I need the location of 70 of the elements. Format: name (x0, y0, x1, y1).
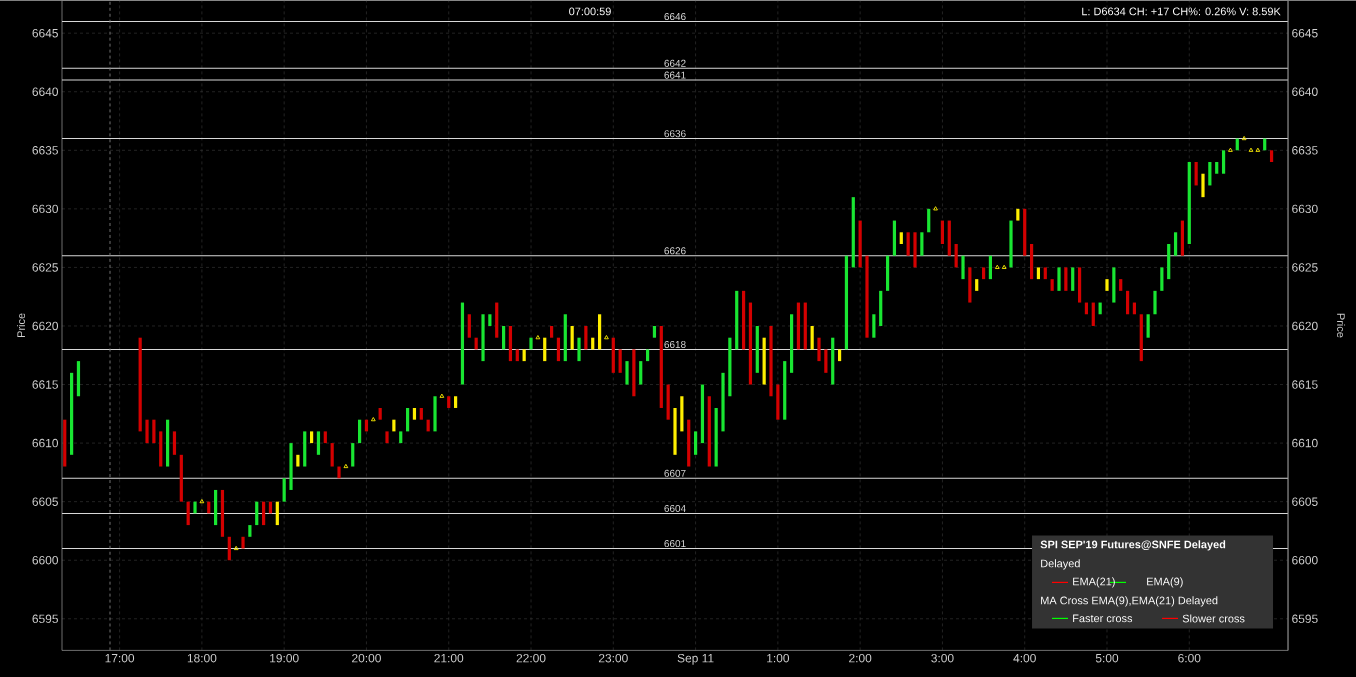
point (1228, 147, 1233, 152)
point (1255, 147, 1261, 152)
ref-line-label: 6604 (664, 504, 686, 512)
x-tick-label: 4:00 (1013, 653, 1036, 663)
y2-tick-label: 6605 (1292, 497, 1318, 506)
point (233, 545, 239, 550)
y2-tick-label: 6595 (1292, 614, 1318, 623)
ref-line-label: 6626 (664, 247, 686, 255)
x-tick-label: 5:00 (1095, 653, 1119, 663)
y2-tick-label: 6600 (1292, 555, 1318, 565)
point (535, 334, 541, 340)
x-tick-label: 19:00 (270, 653, 299, 663)
y-tick-label: 6645 (32, 28, 58, 38)
y-tick-label: 6620 (32, 321, 59, 330)
annotation: Delayed (1041, 559, 1080, 570)
y-tick-label: 6600 (32, 555, 59, 565)
ref-line-label: 6601 (664, 539, 686, 547)
y2-tick-label: 6625 (1292, 262, 1318, 272)
y-tick-label: 6610 (32, 438, 59, 448)
ref-line-label: 6641 (664, 71, 686, 79)
annotation: Faster cross (1073, 614, 1133, 623)
x-tick-label: 1:00 (767, 653, 790, 663)
y-tick-label: 6635 (32, 145, 58, 155)
y-tick-label: 6640 (32, 87, 59, 96)
point (199, 498, 205, 504)
y2-tick-label: 6620 (1292, 321, 1318, 330)
x-tick-label: Sep 11 (677, 653, 714, 665)
y2-tick-label: 6615 (1292, 380, 1318, 389)
point (1241, 135, 1247, 140)
point (370, 416, 376, 422)
ref-line-label: 6636 (664, 129, 686, 137)
y2-tick-label: 6640 (1292, 87, 1318, 96)
point (1248, 147, 1254, 152)
point (994, 264, 1000, 269)
y-tick-label: 6595 (32, 614, 58, 623)
point (439, 393, 445, 398)
y2-tick-label: 6610 (1292, 438, 1318, 448)
point (1001, 264, 1007, 269)
annotation: MA Cross EMA(9),EMA(21) Delayed (1041, 596, 1218, 607)
x-tick-label: 22:00 (516, 653, 546, 663)
annotation: Slower cross (1182, 614, 1245, 623)
annotation: SPI SEP'19 Futures@SNFE Delayed (1040, 540, 1226, 551)
x-tick-label: 21:00 (434, 653, 464, 663)
annotation: 07:00:59 (569, 7, 611, 16)
x-tick-label: 20:00 (352, 653, 381, 663)
x-tick-label: 3:00 (931, 653, 954, 663)
ref-line-label: 6607 (664, 469, 686, 477)
point (343, 463, 349, 468)
point (933, 206, 938, 211)
ref-line-label: 6618 (664, 340, 686, 348)
point (604, 334, 609, 340)
y2-tick-label: 6630 (1292, 204, 1318, 213)
annotation: L: D6634 CH: +17 CH%: 0.26% V: 8.59K (1082, 7, 1281, 16)
y-tick-label: 6605 (32, 497, 58, 506)
x-tick-label: 17:00 (105, 653, 135, 663)
y-tick-label: 6625 (32, 262, 58, 272)
x-tick-label: 23:00 (598, 653, 628, 663)
y2-axis-title: Price (1337, 313, 1346, 338)
y2-tick-label: 6635 (1292, 145, 1318, 155)
y2-tick-label: 6645 (1292, 28, 1318, 38)
annotation: EMA(21) (1073, 577, 1115, 588)
y-tick-label: 6615 (32, 380, 58, 389)
ref-line-label: 6646 (664, 12, 686, 20)
ref-line-label: 6642 (664, 59, 686, 67)
y-axis-title: Price (17, 313, 26, 337)
x-tick-label: 2:00 (849, 653, 872, 663)
annotation: EMA(9) (1147, 577, 1183, 588)
x-tick-label: 18:00 (187, 653, 217, 663)
x-tick-label: 6:00 (1178, 653, 1201, 663)
y-tick-label: 6630 (32, 204, 59, 213)
